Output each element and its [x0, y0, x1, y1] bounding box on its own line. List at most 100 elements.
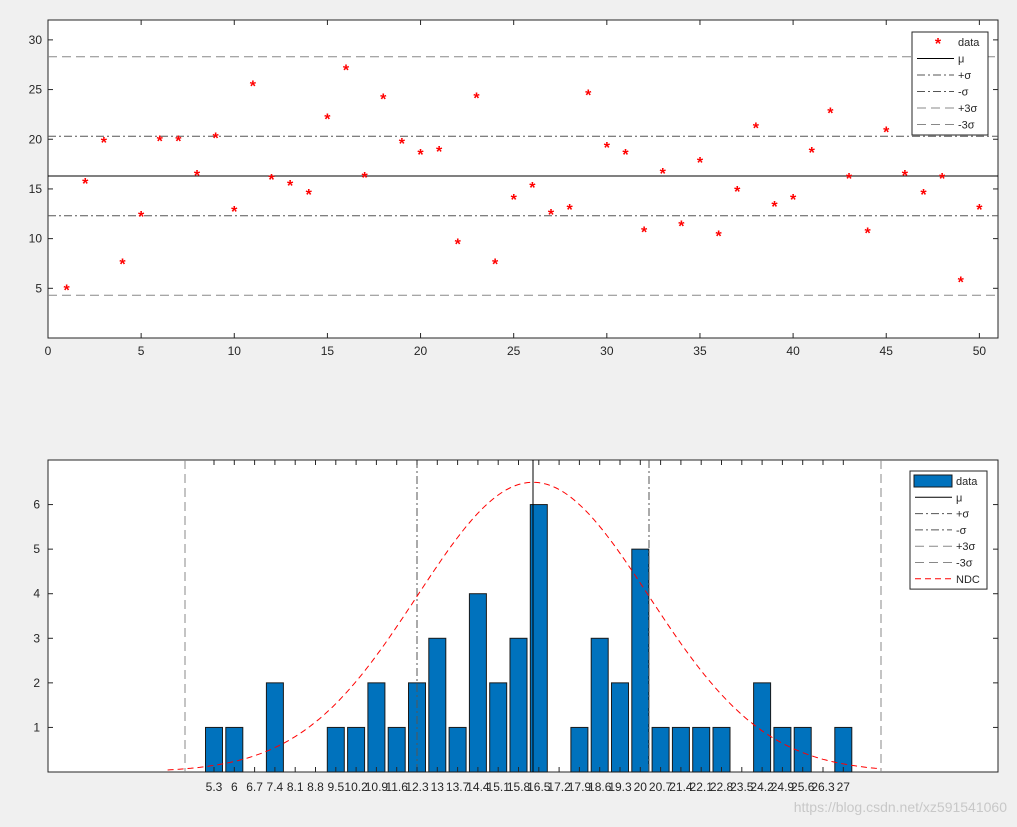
data-point: * [101, 135, 108, 152]
y-tick-label: 15 [29, 182, 43, 196]
data-point: * [529, 180, 536, 197]
data-point: * [958, 274, 965, 291]
legend-box [911, 31, 989, 136]
y-tick-label: 5 [35, 281, 42, 295]
x-tick-label: 16.5 [527, 780, 551, 794]
x-tick-label: 15.1 [487, 780, 511, 794]
histogram-reference-lines [184, 460, 882, 772]
x-tick-label: 26.3 [811, 780, 835, 794]
histogram-bar [773, 726, 792, 773]
x-tick-label: 6.7 [246, 780, 263, 794]
x-tick-label: 8.8 [307, 780, 324, 794]
data-point: * [343, 63, 350, 80]
legend-label: +3σ [956, 541, 976, 553]
data-point: * [213, 130, 220, 147]
data-point: * [827, 105, 834, 122]
legend-label: +σ [956, 509, 969, 521]
x-tick-label: 13.7 [446, 780, 470, 794]
watermark: https://blog.csdn.net/xz591541060 [794, 799, 1007, 815]
x-tick-label: 22.8 [710, 780, 734, 794]
x-tick-label: 18.6 [588, 780, 612, 794]
data-point: * [194, 168, 201, 185]
data-point: * [417, 147, 424, 164]
legend-label: NDC [956, 574, 980, 586]
histogram-bar [367, 682, 386, 773]
data-point: * [175, 133, 182, 150]
x-tick-label: 9.5 [327, 780, 344, 794]
histogram-bar [570, 726, 589, 773]
histogram-x-ticks: 5.3 6 6.7 7.4 8.1 8.8 9.5 10.210.911.612.3 13 13.… [206, 460, 851, 794]
data-point: * [771, 199, 778, 216]
histogram-chart: 5.3 6 6.7 7.4 8.1 8.8 9.5 10.210.911.612.3 13 13.… [33, 459, 999, 794]
histogram-bar [428, 637, 447, 773]
data-point: * [287, 178, 294, 195]
x-tick-label: 35 [693, 344, 707, 358]
data-point: * [715, 229, 722, 246]
x-tick-label: 25.6 [791, 780, 815, 794]
data-point: * [250, 79, 257, 96]
histogram-bar [712, 726, 731, 773]
x-tick-label: 8.1 [287, 780, 304, 794]
y-tick-label: 2 [33, 676, 40, 690]
y-tick-label: 10 [29, 232, 43, 246]
scatter-axes-box [47, 19, 999, 339]
legend-label: μ [958, 54, 964, 66]
x-tick-label: 17.9 [568, 780, 592, 794]
histogram-bar [692, 726, 711, 773]
data-point: * [399, 136, 406, 153]
data-point: * [902, 168, 909, 185]
legend-label: -σ [956, 525, 967, 537]
x-tick-label: 6 [231, 780, 238, 794]
data-point: * [920, 187, 927, 204]
data-point: * [809, 145, 816, 162]
x-tick-label: 30 [600, 344, 614, 358]
data-point: * [622, 147, 629, 164]
data-point: * [119, 256, 126, 273]
x-tick-label: 14.4 [466, 780, 490, 794]
legend-label: -3σ [956, 558, 973, 570]
histogram-bar [590, 637, 609, 773]
data-point: * [641, 225, 648, 242]
histogram-ndc-curve [167, 481, 882, 771]
x-tick-label: 24.9 [771, 780, 795, 794]
scatter-x-ticks: 0 5 10 15 20 25 30 35 40 45 50 [45, 20, 987, 358]
data-point: * [268, 172, 275, 189]
histogram-bar [671, 726, 690, 773]
data-point: * [660, 166, 667, 183]
histogram-bar [225, 726, 244, 773]
data-point: * [734, 184, 741, 201]
x-tick-label: 13 [431, 780, 445, 794]
histogram-bar [651, 726, 670, 773]
x-tick-label: 5 [138, 344, 145, 358]
ndc-curve [167, 481, 882, 771]
data-point: * [678, 219, 685, 236]
y-tick-label: 3 [33, 631, 40, 645]
data-point: * [548, 207, 555, 224]
x-tick-label: 27 [837, 780, 851, 794]
x-tick-label: 45 [880, 344, 894, 358]
data-point: * [697, 155, 704, 172]
data-point: * [138, 209, 145, 226]
legend-label: μ [956, 492, 962, 504]
histogram-bar [387, 726, 406, 773]
histogram-y-ticks: 1 2 3 4 5 6 [33, 498, 998, 734]
x-tick-label: 22.1 [690, 780, 714, 794]
y-tick-label: 25 [29, 83, 43, 97]
x-tick-label: 12.3 [405, 780, 429, 794]
data-point: * [753, 120, 760, 137]
histogram-bar [468, 593, 487, 773]
x-tick-label: 50 [973, 344, 987, 358]
data-point: * [380, 92, 387, 109]
histogram-bar [489, 682, 508, 773]
data-point: * [790, 192, 797, 209]
x-tick-label: 11.6 [385, 780, 408, 794]
y-tick-label: 5 [33, 542, 40, 556]
legend-label: +3σ [958, 103, 978, 115]
x-tick-label: 40 [786, 344, 800, 358]
data-point: * [846, 171, 853, 188]
data-point: * [939, 171, 946, 188]
data-point: * [864, 226, 871, 243]
scatter-legend: * data μ +σ -σ +3σ -3σ [911, 31, 989, 136]
